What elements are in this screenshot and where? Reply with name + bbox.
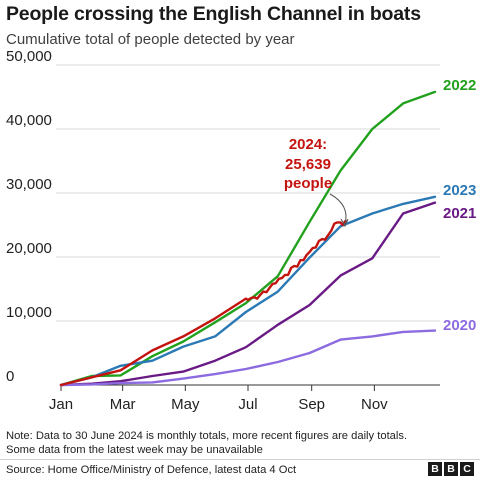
footer-divider: [0, 459, 480, 460]
x-axis-labels: Jan Mar May Jul Sep Nov: [49, 385, 388, 413]
x-tick-label: Sep: [298, 396, 325, 413]
series-label-2023: 2023: [443, 182, 476, 199]
y-tick-label: 0: [6, 368, 14, 385]
y-tick-label: 20,000: [6, 240, 52, 257]
series-label-2022: 2022: [443, 77, 476, 94]
line-chart: 0 10,000 20,000 30,000 40,000 50,000 Jan Mar Ma…: [6, 48, 476, 413]
logo-letter: B: [444, 462, 458, 476]
footnote: Note: Data to 30 June 2024 is monthly to…: [6, 429, 476, 457]
logo-letter: C: [460, 462, 474, 476]
logo-letter: B: [428, 462, 442, 476]
y-tick-label: 30,000: [6, 176, 52, 193]
series-line-2020: [59, 329, 437, 387]
series-label-2021: 2021: [443, 205, 476, 222]
series-label-2020: 2020: [443, 317, 476, 334]
x-tick-label: Nov: [361, 396, 388, 413]
chart-subtitle: Cumulative total of people detected by y…: [6, 31, 295, 48]
x-tick-label: Jul: [238, 396, 257, 413]
bbc-logo: B B C: [428, 462, 474, 476]
y-tick-label: 50,000: [6, 48, 52, 65]
annotation-arrow: [329, 193, 347, 225]
chart-title: People crossing the English Channel in b…: [6, 3, 421, 25]
annotation: 2024: 25,639 people: [284, 136, 349, 228]
series-line-2023: [59, 195, 437, 387]
x-tick-label: Jan: [49, 396, 73, 413]
source-text: Source: Home Office/Ministry of Defence,…: [6, 464, 297, 476]
annotation-text: 2024:: [289, 136, 327, 153]
series-labels: 2022 2023 2021 2020: [443, 77, 476, 334]
series-line-2022: [59, 90, 437, 387]
x-tick-label: Mar: [110, 396, 136, 413]
footnote-line-1: Note: Data to 30 June 2024 is monthly to…: [6, 430, 408, 442]
y-axis-labels: 0 10,000 20,000 30,000 40,000 50,000: [6, 48, 52, 385]
gridlines: [56, 64, 440, 386]
annotation-arrowhead: [340, 218, 349, 228]
footnote-line-2: Some data from the latest week may be un…: [6, 444, 263, 456]
y-tick-label: 40,000: [6, 112, 52, 129]
series-line-2021: [59, 201, 437, 387]
annotation-text: 25,639: [285, 156, 331, 173]
series-lines: [59, 90, 437, 387]
series-line-2024: [59, 219, 347, 387]
x-tick-label: May: [171, 396, 200, 413]
annotation-text: people: [284, 175, 332, 192]
y-tick-label: 10,000: [6, 304, 52, 321]
